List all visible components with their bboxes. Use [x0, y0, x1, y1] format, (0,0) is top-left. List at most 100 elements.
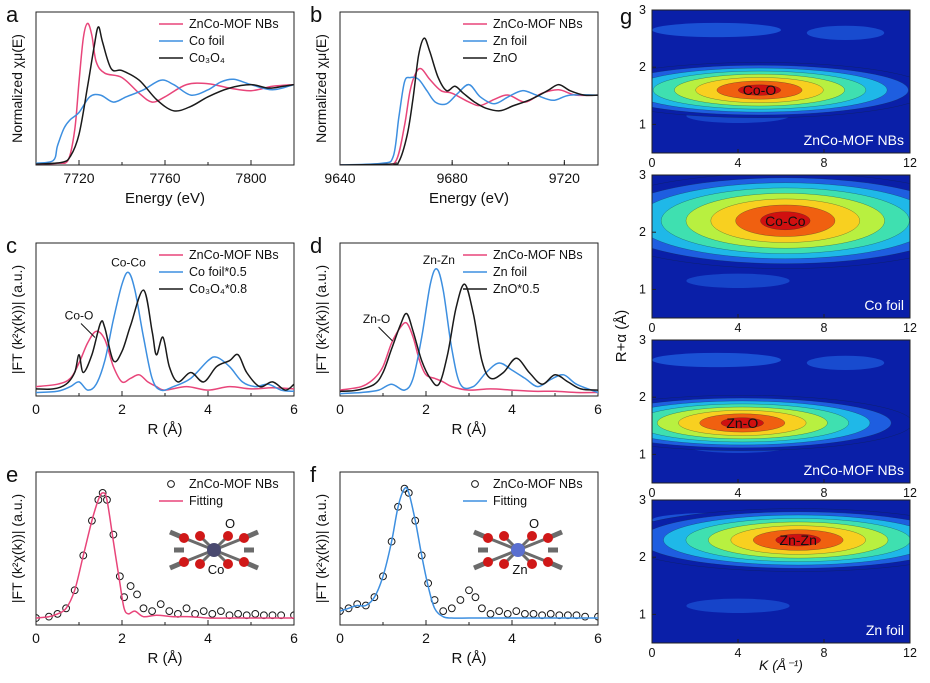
y-axis-label: R+α (Å)	[613, 310, 630, 362]
panel-letter: g	[620, 4, 632, 29]
x-tick-label: 6	[290, 630, 298, 646]
series-group	[36, 488, 294, 622]
peak-label: Zn-Zn	[780, 532, 817, 548]
data-point	[456, 596, 465, 604]
heatmap-feature	[806, 25, 885, 41]
x-tick-label: 6	[594, 401, 602, 417]
legend-label: ZnO	[493, 51, 518, 65]
x-axis-label: R (Å)	[148, 421, 183, 438]
legend-label: ZnCo-MOF NBs	[189, 477, 279, 491]
heatmap-contour	[775, 533, 821, 547]
y-tick-label: 1	[639, 117, 646, 131]
panel-c: 0 2 4 6 R (Å) |FT (k²χ(k))| (a.u.) c ZnCo-MOF N…	[6, 233, 298, 438]
oxygen-atom	[483, 557, 493, 567]
data-point	[156, 600, 165, 609]
y-tick-label: 2	[639, 390, 646, 404]
legend-label: Co₃O₄*0.8	[189, 282, 247, 296]
oxygen-atom	[499, 531, 509, 541]
x-tick-label: 4	[735, 156, 742, 170]
oxygen-atom	[179, 557, 189, 567]
data-point	[340, 607, 344, 615]
series-line-0	[340, 67, 598, 165]
x-tick-label: 2	[118, 630, 126, 646]
data-point	[353, 600, 362, 609]
data-point	[546, 609, 555, 618]
oxygen-atom	[543, 533, 553, 543]
x-tick-label: 12	[903, 486, 917, 500]
heatmap-layer	[652, 340, 910, 483]
x-axis-label: R (Å)	[452, 650, 487, 667]
x-tick-label: 7720	[63, 170, 94, 186]
x-tick-label: 0	[649, 321, 656, 335]
heatmap-layer	[652, 10, 910, 153]
oxygen-atom	[543, 557, 553, 567]
x-tick-label: 0	[336, 401, 344, 417]
data-point	[234, 609, 243, 618]
legend-label: ZnCo-MOF NBs	[493, 248, 583, 262]
plot-frame	[339, 471, 599, 626]
y-tick-label: 3	[639, 493, 646, 507]
data-point	[529, 609, 538, 618]
panel-letter: e	[6, 462, 18, 487]
panel-e: 0 2 4 6 R (Å) |FT (k²χ(k))| (a.u.) e ZnCo-MOF N…	[6, 462, 298, 667]
oxygen-atom	[483, 533, 493, 543]
legend-label: Zn foil	[493, 34, 527, 48]
series-line-2	[340, 283, 598, 393]
oxygen-label: O	[225, 516, 235, 531]
data-point	[120, 593, 129, 602]
x-tick-label: 0	[649, 486, 656, 500]
x-tick-label: 8	[821, 156, 828, 170]
molecule-inset: Zn O	[473, 516, 563, 577]
legend-label: Co₃O₄	[189, 51, 225, 65]
y-tick-label: 2	[639, 550, 646, 564]
sample-label: Co foil	[864, 297, 904, 313]
legend-label: ZnCo-MOF NBs	[189, 248, 279, 262]
oxygen-atom	[499, 559, 509, 569]
data-point	[94, 495, 103, 504]
series-line-1	[36, 271, 294, 394]
x-tick-label: 7760	[149, 170, 180, 186]
series-line-1	[340, 76, 598, 165]
data-point	[208, 609, 217, 618]
data-point	[439, 607, 448, 615]
peak-label: Zn-O	[726, 415, 758, 431]
oxygen-atom	[179, 533, 189, 543]
x-tick-label: 12	[903, 321, 917, 335]
y-axis-label: |FT (k²χ(k))| (a.u.)	[313, 494, 329, 603]
x-tick-label: 4	[204, 630, 212, 646]
x-tick-label: 4	[508, 630, 516, 646]
series-group	[36, 271, 294, 394]
legend-label: Fitting	[493, 494, 527, 508]
data-point	[465, 586, 473, 595]
peak-annotation: Co-Co	[111, 256, 146, 270]
data-point	[290, 611, 294, 620]
legend-marker	[167, 480, 175, 488]
x-tick-label: 7800	[235, 170, 266, 186]
heatmap-feature	[652, 352, 781, 368]
panel-letter: c	[6, 233, 17, 258]
series-group	[340, 484, 598, 621]
oxygen-atom	[527, 531, 537, 541]
x-tick-label: 2	[118, 401, 126, 417]
data-point	[486, 609, 495, 618]
plot-frame	[651, 9, 911, 154]
x-tick-label: 0	[32, 401, 40, 417]
series-line-0	[36, 330, 294, 391]
y-axis-label: Normalized χμ(E)	[313, 34, 329, 143]
peak-annotation: Co-O	[65, 309, 94, 323]
annotation-arrow	[80, 323, 96, 338]
x-axis-label: R (Å)	[148, 650, 183, 667]
series-group	[340, 268, 598, 395]
series-line-2	[36, 289, 294, 391]
x-tick-label: 4	[735, 486, 742, 500]
series-line-2	[36, 26, 294, 165]
legend-label: Zn foil	[493, 265, 527, 279]
series-line-1	[340, 486, 598, 619]
x-axis-label: Energy (eV)	[429, 190, 509, 207]
series-line-1	[340, 268, 598, 395]
heatmap-layer	[652, 500, 910, 643]
x-tick-label: 0	[336, 630, 344, 646]
heatmap-contour	[720, 417, 764, 429]
x-tick-label: 0	[649, 646, 656, 660]
panel-d: 0 2 4 6 R (Å) |FT (k²χ(k))| (a.u.) d ZnCo-MOF N…	[310, 233, 602, 438]
